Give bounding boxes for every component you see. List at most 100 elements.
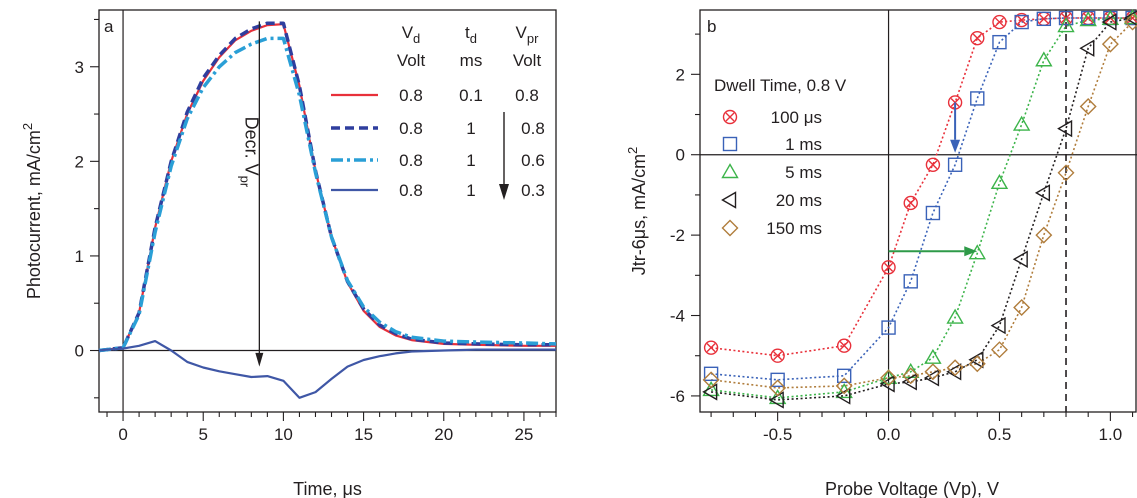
data-point-b-0 <box>925 157 941 172</box>
legend-td-2: 1 <box>466 151 475 170</box>
data-point-b-2 <box>1012 115 1031 131</box>
series-line-a-3 <box>98 340 556 399</box>
data-point-b-0 <box>970 30 985 46</box>
data-point-b-3 <box>1123 10 1137 26</box>
data-point-b-1 <box>992 34 1007 50</box>
legend-td-1: 1 <box>466 119 475 138</box>
y-tick-label-b: -6 <box>670 387 685 406</box>
data-point-b-3 <box>1079 39 1095 57</box>
data-point-b-0-ring <box>703 340 719 355</box>
data-point-b-0-cross <box>1083 13 1093 23</box>
data-point-b-3 <box>968 351 984 369</box>
data-point-b-2 <box>1101 9 1120 26</box>
legend-b: Dwell Time, 0.8 V 100 μs 1 ms 5 ms 20 ms 150 … <box>712 72 876 238</box>
legend-marker-b-1 <box>722 136 738 152</box>
panel-a: 0 5 10 15 20 25 0 1 2 3 Time, μs Photocurrent, mA/c… <box>20 9 557 498</box>
data-point-b-1 <box>947 157 963 172</box>
x-tick-label-a: 5 <box>198 425 207 444</box>
legend-vpr-3: 0.3 <box>521 181 545 200</box>
data-point-b-0-cross <box>773 351 783 361</box>
data-point-b-0-cross <box>928 160 938 170</box>
legend-marker-b-0 <box>722 109 738 125</box>
data-point-b-2 <box>1035 51 1053 67</box>
data-point-b-4 <box>924 363 942 381</box>
legend-vpr-1: 0.8 <box>521 119 545 138</box>
data-point-b-1 <box>770 372 785 388</box>
data-point-b-2 <box>990 173 1009 190</box>
y-tick-label-a: 0 <box>75 342 84 361</box>
data-point-b-3 <box>924 369 940 387</box>
data-point-b-2 <box>835 382 853 399</box>
legend-vpr-0: 0.8 <box>515 86 539 105</box>
data-point-b-2 <box>946 308 964 324</box>
data-point-b-2 <box>1057 17 1075 33</box>
y-axis-label-b: Jtr-6μs, mA/cm2 <box>625 147 649 276</box>
data-point-b-0 <box>703 340 719 355</box>
decr-vpr-arrow-head <box>255 352 264 367</box>
legend-td-3: 1 <box>466 181 475 200</box>
y-tick-label-a: 3 <box>75 58 84 77</box>
data-point-b-0-cross <box>1039 14 1049 24</box>
y-axis-label-a: Photocurrent, mA/cm2 <box>20 123 44 299</box>
data-point-b-4 <box>990 341 1008 359</box>
data-point-b-0 <box>770 348 785 363</box>
x-axis-label-a: Time, μs <box>293 479 362 498</box>
data-point-b-1 <box>1058 10 1074 26</box>
legend-unit-2: Volt <box>513 51 542 70</box>
data-point-b-4 <box>769 379 787 397</box>
data-point-b-4 <box>1124 13 1137 31</box>
legend-a: Vd Volt td ms Vpr Volt 0.8 0.1 0.8 0.8 1 0.8 0.8 1 0.6… <box>331 23 545 200</box>
legend-marker-b-0-ring <box>722 109 738 125</box>
decr-vpr-annotation: Decr. Vpr <box>237 117 261 188</box>
y-tick-label-b: -4 <box>670 307 685 326</box>
y-tick-label-b: -2 <box>670 226 685 245</box>
legend-td-0: 0.1 <box>459 86 483 105</box>
legend-header-0: Vd <box>402 23 421 46</box>
data-point-b-0-ring <box>903 195 918 211</box>
data-point-b-3 <box>879 375 895 393</box>
x-tick-label-b: 1.0 <box>1099 425 1123 444</box>
shift-arrow-head-0 <box>950 139 961 153</box>
data-point-b-4 <box>946 359 964 377</box>
data-point-b-4 <box>968 355 986 373</box>
data-point-b-0-cross <box>706 343 716 353</box>
series-line-b-1 <box>711 17 1133 381</box>
legend-vd-1: 0.8 <box>399 119 423 138</box>
data-point-b-1 <box>703 366 719 382</box>
legend-label-b-4: 150 ms <box>766 219 822 238</box>
data-point-b-4 <box>1101 35 1119 53</box>
data-point-b-1 <box>903 274 918 289</box>
legend-label-b-2: 5 ms <box>785 163 822 182</box>
data-point-b-0-ring <box>992 14 1007 30</box>
panel-label-a: a <box>104 17 114 36</box>
legend-marker-b-3 <box>721 191 737 209</box>
data-point-b-0-ring <box>770 348 785 363</box>
data-point-b-0-cross <box>994 17 1004 27</box>
data-point-b-3 <box>702 383 718 401</box>
data-point-b-0-cross <box>972 33 982 43</box>
data-point-b-4 <box>880 369 898 387</box>
y-tick-label-b: 2 <box>676 65 685 84</box>
data-point-b-3 <box>1101 13 1117 31</box>
data-point-b-0-ring <box>836 338 852 353</box>
shift-arrow-head-1 <box>964 246 978 257</box>
x-tick-label-b: 0.5 <box>988 425 1012 444</box>
legend-label-b-3: 20 ms <box>776 191 822 210</box>
legend-vd-2: 0.8 <box>399 151 423 170</box>
data-point-b-4 <box>1057 164 1075 182</box>
x-axis-label-b: Probe Voltage (Vp), V <box>825 479 999 498</box>
data-point-b-0 <box>903 195 918 211</box>
data-point-b-1 <box>1036 11 1052 27</box>
series-line-b-4 <box>711 21 1134 389</box>
x-tick-label-b: 0.0 <box>877 425 901 444</box>
series-line-b-0 <box>711 17 1133 357</box>
data-point-b-1 <box>881 320 896 335</box>
data-point-b-2 <box>1079 11 1097 27</box>
data-point-b-0 <box>881 260 896 275</box>
x-tick-label-a: 25 <box>514 425 533 444</box>
data-point-b-3 <box>946 363 962 381</box>
series-line-b-2 <box>711 17 1133 399</box>
y-tick-label-a: 2 <box>75 152 84 171</box>
data-point-b-3 <box>1057 119 1073 138</box>
